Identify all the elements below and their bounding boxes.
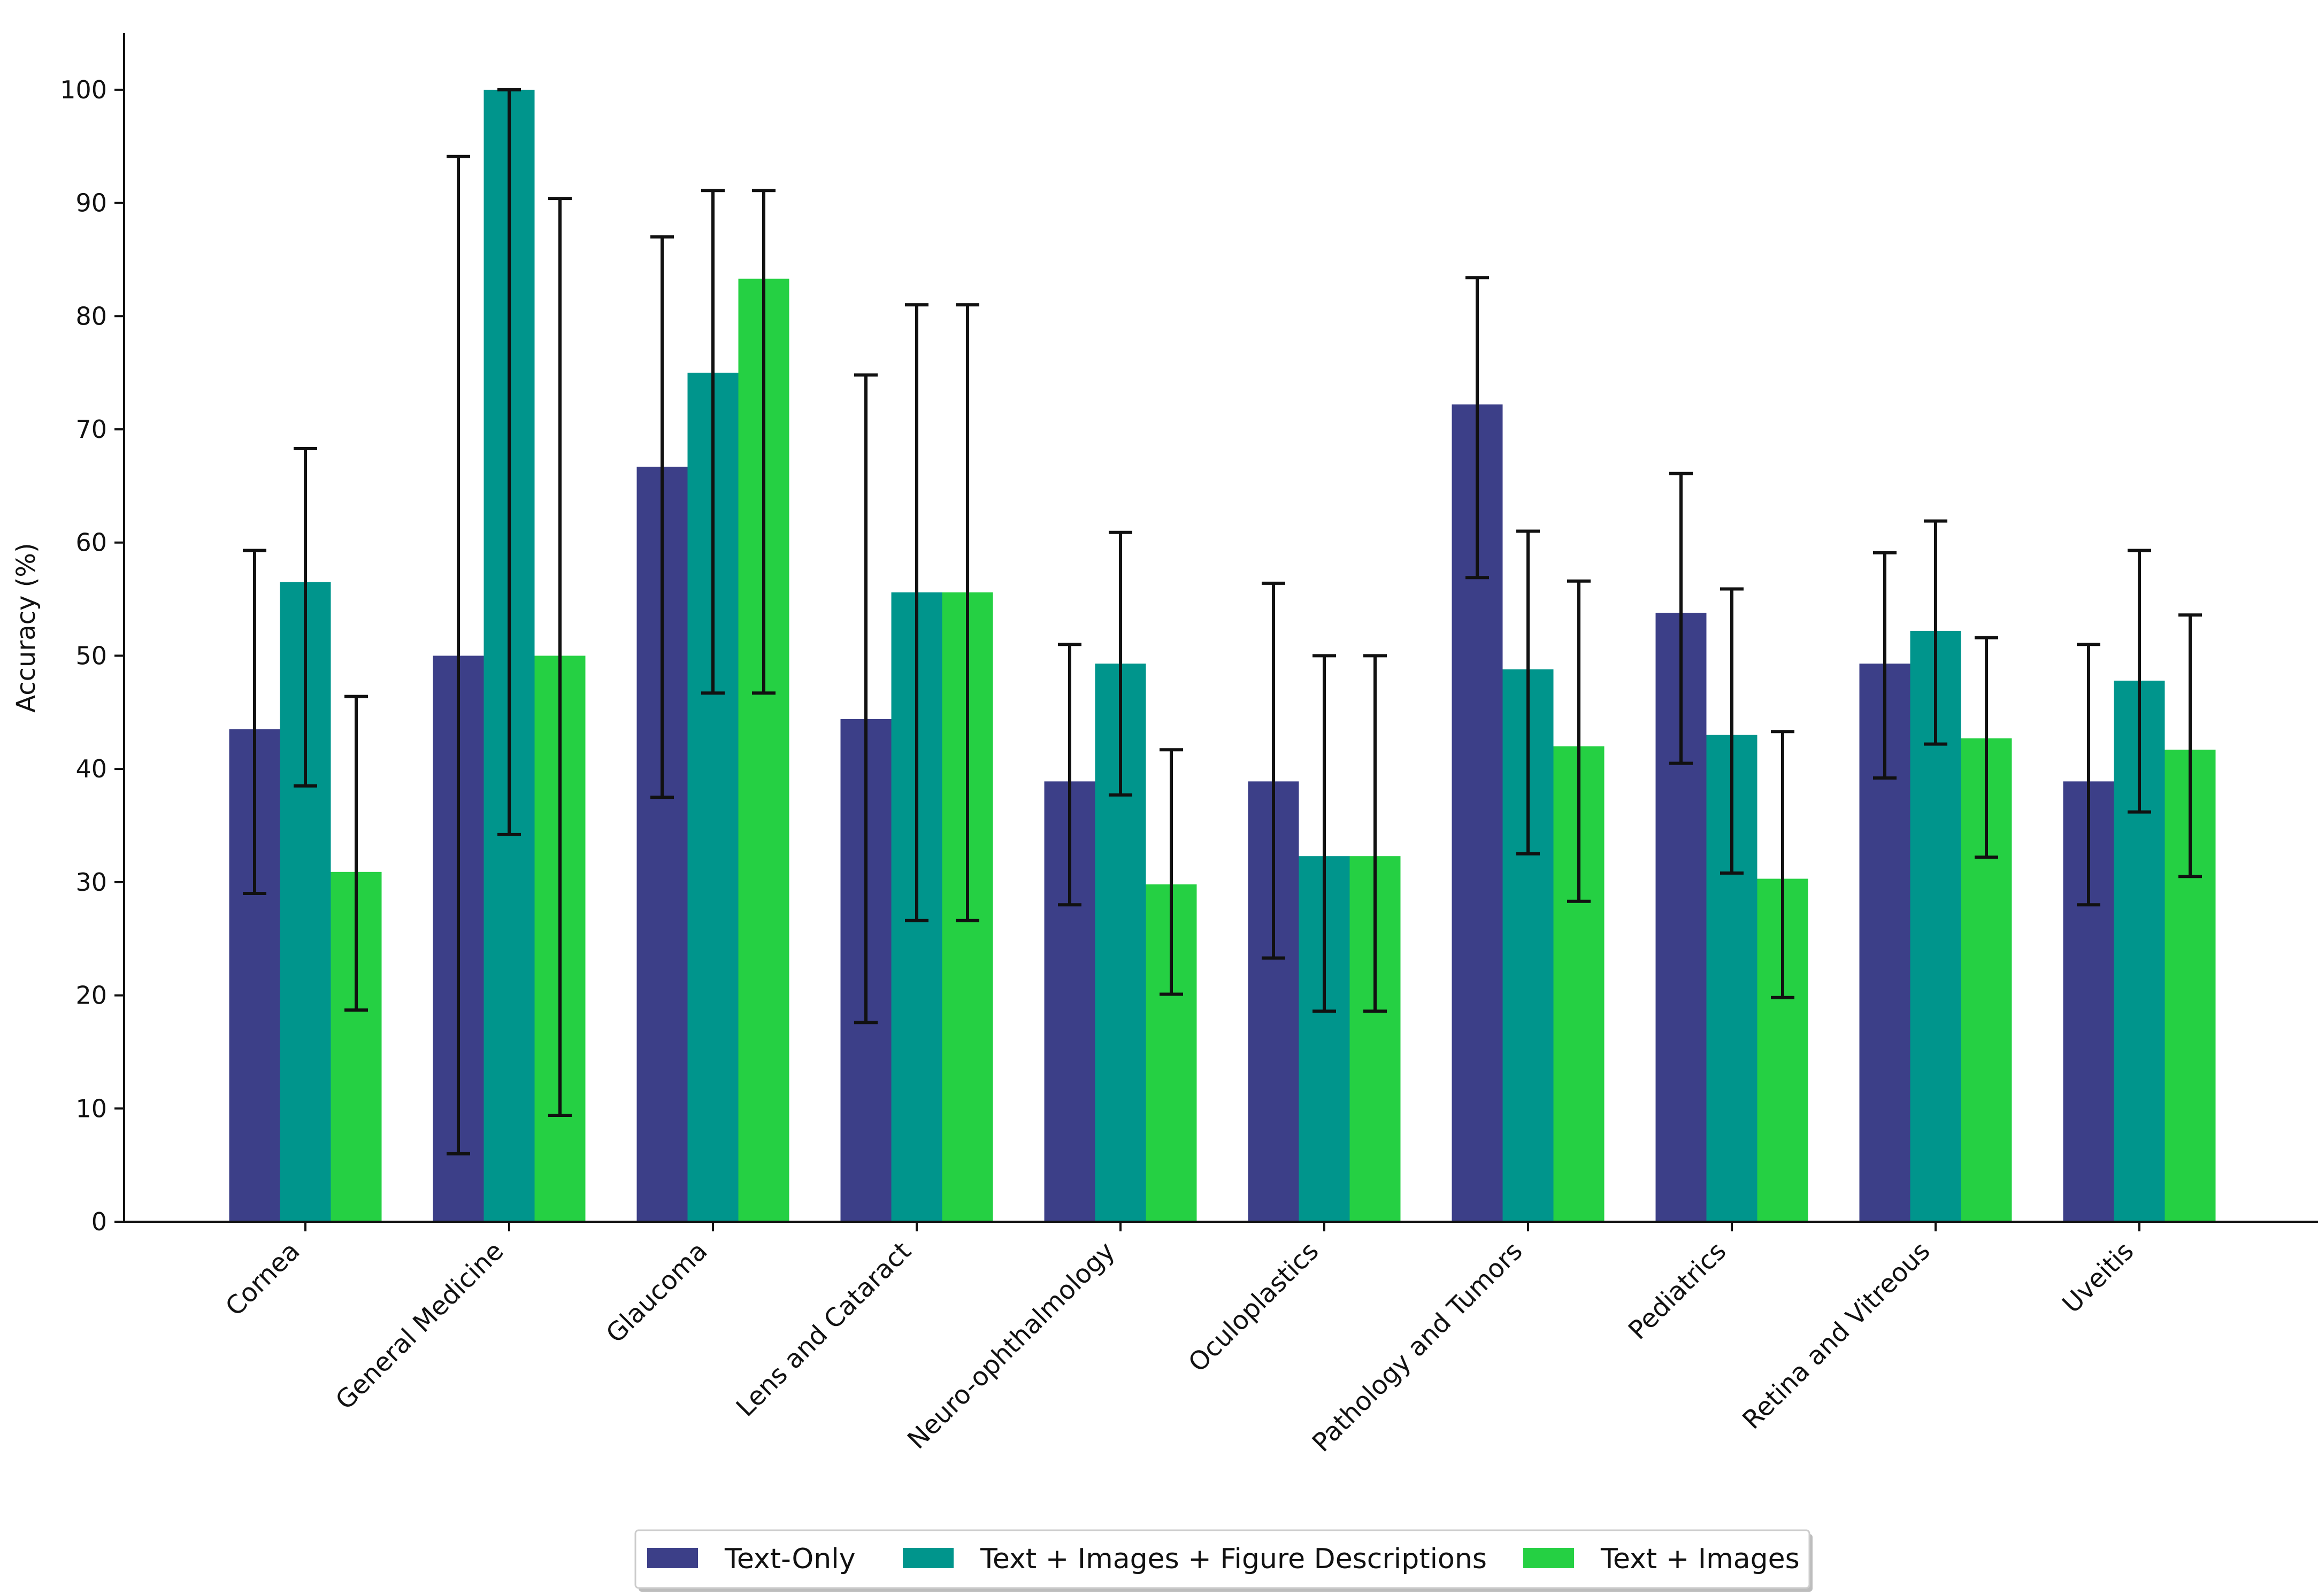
error-bars-layer	[243, 88, 2202, 1155]
y-tick-label-80: 80	[75, 302, 107, 330]
error-bar-text-only-pediatrics	[1669, 472, 1693, 765]
legend-box	[634, 1529, 1810, 1589]
bars-layer	[229, 89, 2216, 1222]
legend-swatch-text-images	[1523, 1548, 1574, 1568]
error-bar-text-images-general-medicine	[548, 197, 572, 1117]
error-bar-text-only-cornea	[243, 549, 266, 895]
error-bar-text-images-figure-descriptions-glaucoma	[701, 189, 725, 695]
y-tick-label-10: 10	[75, 1094, 107, 1123]
y-tick-label-60: 60	[75, 528, 107, 557]
error-bar-text-images-pathology-and-tumors	[1567, 579, 1591, 903]
error-bar-text-only-pathology-and-tumors	[1465, 276, 1489, 580]
y-tick-label-0: 0	[91, 1207, 107, 1236]
error-bar-text-images-retina-and-vitreous	[1975, 636, 1998, 859]
error-bar-text-images-lens-and-cataract	[956, 303, 979, 922]
error-bar-text-only-glaucoma	[650, 235, 674, 799]
error-bar-text-images-pediatrics	[1771, 730, 1794, 999]
y-tick-label-20: 20	[75, 981, 107, 1010]
error-bar-text-images-figure-descriptions-general-medicine	[497, 88, 521, 836]
error-bar-text-only-retina-and-vitreous	[1873, 551, 1897, 780]
error-bar-text-images-oculoplastics	[1363, 654, 1387, 1013]
error-bar-text-only-lens-and-cataract	[854, 373, 878, 1024]
error-bar-text-only-oculoplastics	[1262, 581, 1285, 960]
y-tick-label-40: 40	[75, 754, 107, 783]
legend: Text-Only Text + Images + Figure Descript…	[634, 1529, 1813, 1592]
error-bar-text-images-glaucoma	[752, 189, 776, 695]
error-bar-text-images-figure-descriptions-lens-and-cataract	[905, 303, 928, 922]
error-bar-text-images-figure-descriptions-neuro-ophthalmology	[1109, 530, 1132, 797]
error-bar-text-images-cornea	[344, 695, 368, 1012]
error-bar-text-only-uveitis	[2077, 643, 2100, 907]
y-tick-label-90: 90	[75, 189, 107, 218]
y-tick-label-50: 50	[75, 641, 107, 670]
error-bar-text-only-neuro-ophthalmology	[1058, 643, 1081, 907]
y-tick-label-30: 30	[75, 868, 107, 897]
legend-label-text-images-figure-descriptions: Text + Images + Figure Descriptions	[980, 1543, 1487, 1575]
error-bar-text-images-figure-descriptions-uveitis	[2128, 549, 2151, 814]
y-tick-label-100: 100	[60, 75, 107, 104]
error-bar-text-images-uveitis	[2178, 613, 2202, 878]
legend-swatch-text-images-figure-descriptions	[903, 1548, 954, 1568]
error-bar-text-images-figure-descriptions-cornea	[294, 447, 317, 788]
error-bar-text-images-figure-descriptions-retina-and-vitreous	[1924, 519, 1947, 746]
error-bar-text-images-neuro-ophthalmology	[1160, 748, 1183, 996]
error-bar-text-images-figure-descriptions-oculoplastics	[1312, 654, 1336, 1013]
error-bar-text-only-general-medicine	[447, 155, 470, 1155]
legend-label-text-only: Text-Only	[724, 1543, 856, 1575]
legend-label-text-images: Text + Images	[1600, 1543, 1800, 1575]
error-bar-text-images-figure-descriptions-pathology-and-tumors	[1516, 529, 1540, 855]
error-bar-text-images-figure-descriptions-pediatrics	[1720, 587, 1744, 875]
legend-swatch-text-only	[647, 1548, 698, 1568]
y-tick-label-70: 70	[75, 415, 107, 444]
y-axis-title: Accuracy (%)	[11, 543, 41, 712]
